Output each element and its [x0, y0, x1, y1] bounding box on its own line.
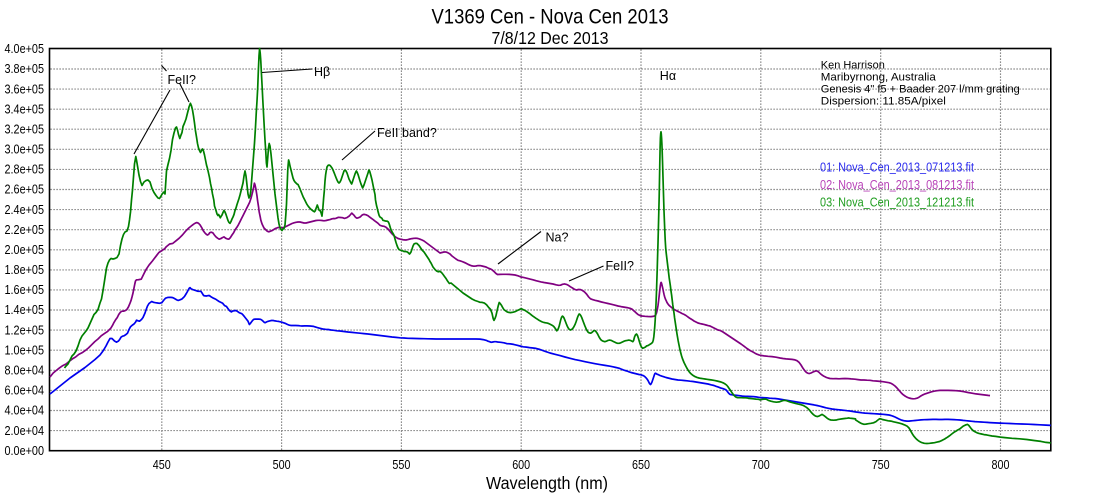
svg-text:Dispersion: 11.85A/pixel: Dispersion: 11.85A/pixel: [821, 96, 946, 108]
svg-text:600: 600: [512, 457, 530, 472]
svg-text:Wavelength (nm): Wavelength (nm): [486, 473, 608, 493]
svg-text:3.8e+05: 3.8e+05: [5, 61, 45, 76]
svg-text:Na?: Na?: [546, 231, 569, 245]
svg-text:450: 450: [153, 457, 171, 472]
svg-text:2.0e+05: 2.0e+05: [5, 242, 45, 257]
svg-text:4.0e+04: 4.0e+04: [5, 403, 45, 418]
svg-text:2.6e+05: 2.6e+05: [5, 182, 45, 197]
svg-text:7/8/12 Dec 2013: 7/8/12 Dec 2013: [492, 28, 609, 48]
svg-text:750: 750: [872, 457, 890, 472]
svg-text:1.8e+05: 1.8e+05: [5, 262, 45, 277]
svg-text:2.0e+04: 2.0e+04: [5, 423, 45, 438]
svg-text:1.4e+05: 1.4e+05: [5, 302, 45, 317]
svg-text:03: Nova_Cen_2013_121213.fit: 03: Nova_Cen_2013_121213.fit: [820, 196, 974, 210]
svg-text:3.0e+05: 3.0e+05: [5, 142, 45, 157]
svg-text:V1369 Cen - Nova Cen 2013: V1369 Cen - Nova Cen 2013: [432, 5, 669, 29]
svg-text:1.0e+05: 1.0e+05: [5, 342, 45, 357]
svg-text:Maribyrnong, Australia: Maribyrnong, Australia: [821, 72, 937, 84]
svg-text:800: 800: [992, 457, 1010, 472]
svg-text:2.4e+05: 2.4e+05: [5, 202, 45, 217]
svg-text:500: 500: [273, 457, 291, 472]
svg-text:Hα: Hα: [660, 69, 676, 83]
svg-text:1.6e+05: 1.6e+05: [5, 282, 45, 297]
svg-text:3.4e+05: 3.4e+05: [5, 101, 45, 116]
svg-text:01: Nova_Cen_2013_071213.fit: 01: Nova_Cen_2013_071213.fit: [820, 161, 974, 175]
svg-text:8.0e+04: 8.0e+04: [5, 363, 45, 378]
svg-text:FeII?: FeII?: [168, 73, 197, 87]
svg-text:Ken Harrison: Ken Harrison: [821, 60, 885, 72]
svg-text:2.8e+05: 2.8e+05: [5, 162, 45, 177]
svg-text:700: 700: [752, 457, 770, 472]
svg-text:2.2e+05: 2.2e+05: [5, 222, 45, 237]
svg-text:3.6e+05: 3.6e+05: [5, 81, 45, 96]
svg-text:6.0e+04: 6.0e+04: [5, 383, 45, 398]
svg-text:Hβ: Hβ: [314, 65, 330, 79]
svg-text:650: 650: [632, 457, 650, 472]
svg-text:550: 550: [392, 457, 410, 472]
svg-text:FeII?: FeII?: [606, 259, 635, 273]
svg-text:0.0e+00: 0.0e+00: [5, 443, 45, 458]
svg-text:1.2e+05: 1.2e+05: [5, 322, 45, 337]
svg-text:02: Nova_Cen_2013_081213.fit: 02: Nova_Cen_2013_081213.fit: [820, 178, 974, 192]
svg-text:Genesis 4" f5 + Baader 207 l/m: Genesis 4" f5 + Baader 207 l/mm grating: [821, 84, 1020, 96]
svg-text:FeII band?: FeII band?: [377, 126, 437, 140]
svg-text:4.0e+05: 4.0e+05: [5, 41, 45, 56]
svg-text:3.2e+05: 3.2e+05: [5, 121, 45, 136]
